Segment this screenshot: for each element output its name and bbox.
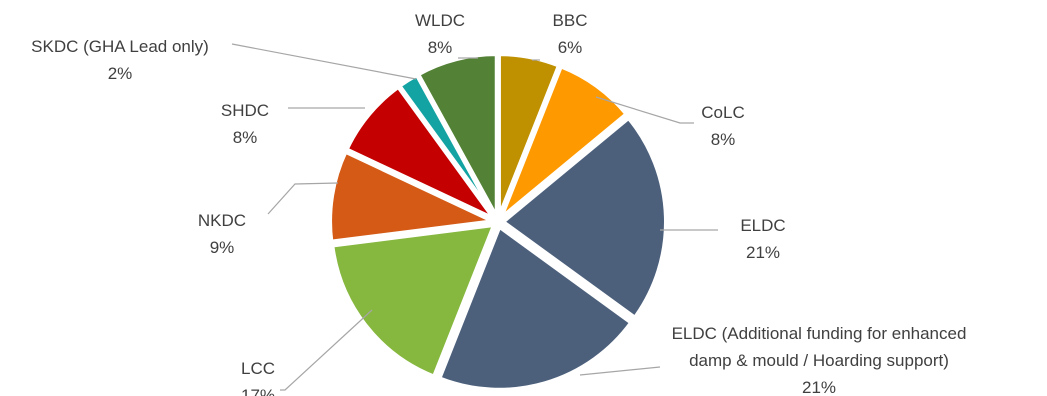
leader-line (267, 182, 339, 215)
slice-labels: BBC 6%CoLC 8%ELDC 21%ELDC (Additional fundi… (31, 11, 966, 396)
leader-lines (231, 43, 718, 391)
slice-label: SKDC (GHA Lead only) 2% (31, 37, 209, 83)
pie-slices (328, 52, 668, 392)
slice-category: ELDC (Additional funding for enhanced (672, 324, 967, 343)
leader-line (595, 96, 694, 124)
leader-line (579, 366, 661, 376)
slice-label: BBC 6% (553, 11, 588, 57)
pie-slice-eldc (499, 115, 668, 321)
slice-label: ELDC (Additional funding for enhanced dam… (672, 324, 967, 396)
slice-category: damp & mould / Hoarding support) (689, 351, 949, 370)
slice-label: SHDC 8% (221, 101, 269, 147)
pie-slice-wldc (415, 52, 499, 219)
slice-category: SKDC (GHA Lead only) (31, 37, 209, 56)
slice-label: CoLC 8% (701, 103, 744, 149)
slice-percent: 21% (802, 378, 836, 396)
leader-line (280, 309, 373, 391)
slice-percent: 8% (233, 128, 258, 147)
slice-category: NKDC (198, 211, 246, 230)
slice-percent: 17% (241, 386, 275, 396)
slice-percent: 8% (428, 38, 453, 57)
slice-label: ELDC 21% (740, 216, 785, 262)
slice-label: LCC 17% (241, 359, 275, 396)
pie-slice-colc (499, 63, 630, 220)
pie-slice-nkdc (328, 149, 501, 244)
slice-percent: 21% (746, 243, 780, 262)
slice-category: SHDC (221, 101, 269, 120)
pie-slice-eldc-additional-funding-for-enhanced-damp-mould-hoarding-support (436, 223, 635, 392)
slice-category: CoLC (701, 103, 744, 122)
slice-percent: 9% (210, 238, 235, 257)
slice-label: WLDC 8% (415, 11, 465, 57)
slice-category: BBC (553, 11, 588, 30)
pie-slice-bbc (496, 52, 562, 218)
slice-label: NKDC 9% (198, 211, 246, 257)
pie-slice-lcc (330, 222, 498, 380)
slice-category: WLDC (415, 11, 465, 30)
slice-category: LCC (241, 359, 275, 378)
slice-percent: 6% (558, 38, 583, 57)
slice-percent: 8% (711, 130, 736, 149)
slice-category: ELDC (740, 216, 785, 235)
slice-percent: 2% (108, 64, 133, 83)
leader-line (231, 43, 417, 80)
